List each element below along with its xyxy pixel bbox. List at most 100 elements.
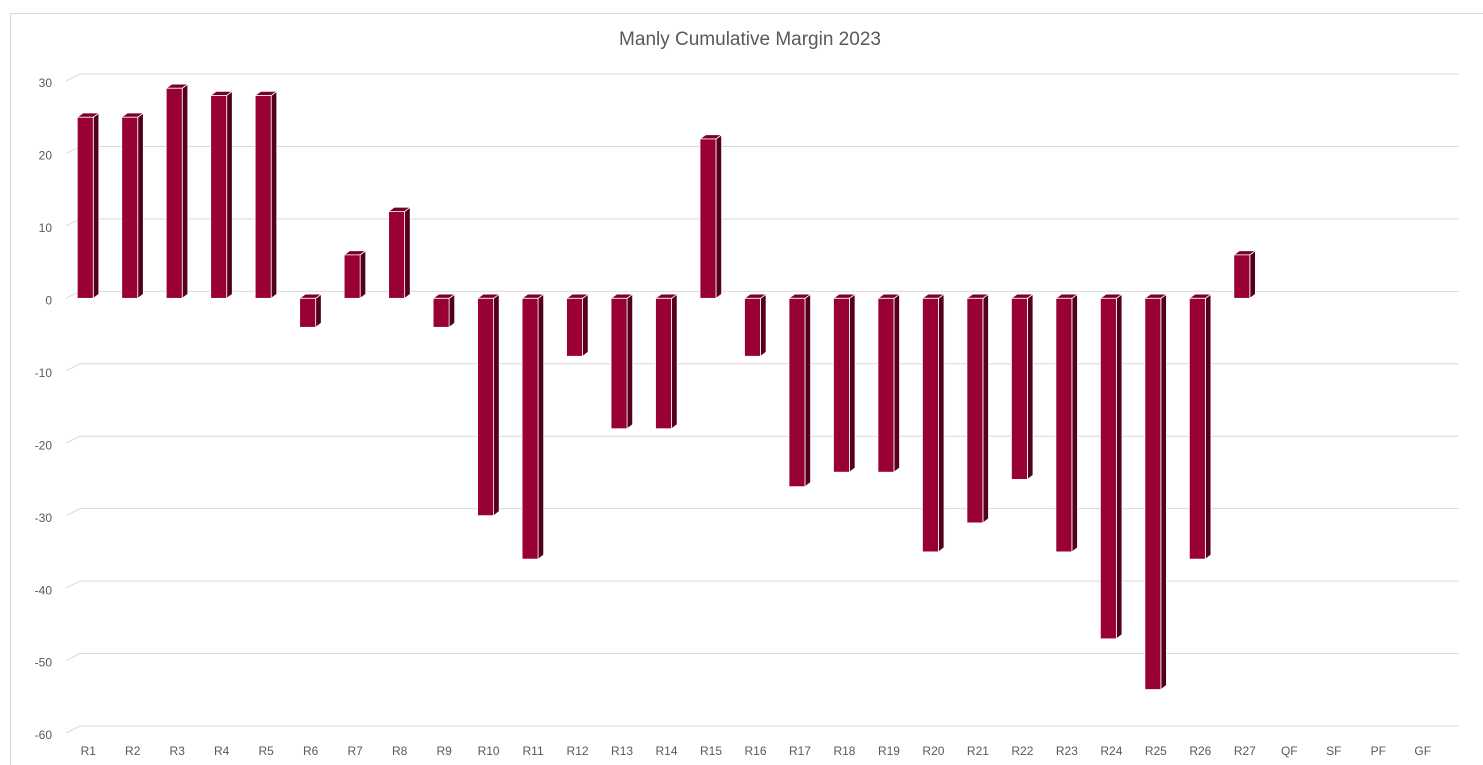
bar-front (299, 297, 317, 328)
grid-line (65, 508, 1459, 517)
bar-side (226, 90, 233, 300)
bar (921, 293, 946, 553)
bar (1054, 293, 1079, 553)
bar-side (1071, 293, 1078, 553)
y-tick-label: 20 (39, 149, 53, 163)
bar (209, 90, 234, 300)
bar (654, 293, 679, 430)
bar (698, 133, 723, 300)
bar-side (849, 293, 856, 474)
y-tick-label: 30 (39, 76, 53, 90)
x-tick-label: GF (1414, 744, 1431, 758)
bar-front (922, 297, 939, 553)
bar-front (833, 297, 850, 473)
y-tick-label: 10 (39, 221, 53, 235)
x-tick-label: R24 (1100, 744, 1122, 758)
bar-front (477, 297, 494, 517)
x-tick-label: R1 (81, 744, 97, 758)
bar-front (76, 116, 94, 299)
bar-front (1011, 297, 1028, 480)
x-tick-label: R3 (170, 744, 186, 758)
bar-side (448, 293, 456, 329)
bar (342, 249, 367, 300)
bar-front (165, 87, 183, 299)
x-tick-label: R17 (789, 744, 811, 758)
bar-side (938, 293, 945, 553)
bar (1232, 249, 1257, 300)
x-tick-label: SF (1326, 744, 1341, 758)
bar-side (715, 133, 723, 300)
bar-front (343, 254, 361, 299)
bar-side (671, 293, 678, 430)
bar-side (760, 293, 767, 358)
y-tick-label: 0 (45, 294, 52, 308)
bar-side (804, 293, 811, 488)
y-tick-label: -60 (35, 728, 53, 742)
bar (787, 293, 812, 488)
bar-side (1204, 293, 1212, 560)
bar (120, 112, 145, 300)
bar-side (893, 293, 900, 474)
bar-front (566, 297, 583, 357)
x-tick-label: R8 (392, 744, 408, 758)
bar-side (1160, 293, 1167, 691)
bar-front (610, 297, 628, 430)
x-tick-label: R10 (478, 744, 500, 758)
bar-side (1027, 293, 1034, 481)
bar-side (270, 90, 278, 300)
bar-side (626, 293, 634, 430)
x-tick-label: R27 (1234, 744, 1256, 758)
bar (1143, 293, 1168, 691)
y-tick-label: -10 (35, 366, 53, 380)
bar-front (1144, 297, 1162, 690)
x-tick-label: R26 (1189, 744, 1211, 758)
bar (298, 293, 323, 329)
bar (387, 206, 412, 300)
bar-front (521, 297, 539, 560)
chart-title: Manly Cumulative Margin 2023 (619, 29, 881, 50)
x-tick-label: R25 (1145, 744, 1167, 758)
x-tick-label: R19 (878, 744, 900, 758)
x-tick-label: R2 (125, 744, 141, 758)
x-tick-label: QF (1281, 744, 1298, 758)
bar-front (388, 210, 406, 299)
bar (1099, 293, 1124, 640)
bar-front (788, 297, 806, 488)
bar-front (1099, 297, 1117, 640)
x-tick-label: R13 (611, 744, 633, 758)
y-tick-label: -40 (35, 583, 53, 597)
x-tick-label: R18 (833, 744, 855, 758)
bar-side (537, 293, 545, 560)
bar (565, 293, 590, 358)
bar-side (1115, 293, 1123, 640)
bar-side (582, 293, 589, 358)
bar-side (181, 83, 189, 300)
bar (965, 293, 990, 524)
bar-front (655, 297, 672, 430)
bar-side (137, 112, 144, 300)
bar (253, 90, 278, 300)
bar-front (1233, 254, 1251, 299)
bar-front (121, 116, 139, 299)
bar (1010, 293, 1035, 481)
bar-side (315, 293, 322, 329)
x-tick-label: R5 (259, 744, 275, 758)
grid-line (65, 580, 1459, 589)
x-tick-label: PF (1371, 744, 1386, 758)
bar-front (699, 138, 717, 299)
bar (832, 293, 857, 474)
grid-line (65, 363, 1459, 372)
x-tick-label: R21 (967, 744, 989, 758)
bar-side (404, 206, 411, 300)
x-tick-label: R4 (214, 744, 230, 758)
bar-front (210, 95, 228, 299)
bar-front (1055, 297, 1073, 553)
bar-front (432, 297, 450, 328)
x-tick-label: R12 (567, 744, 589, 758)
bar-side (92, 112, 100, 300)
bar-side (982, 293, 989, 524)
bar (520, 293, 545, 560)
bar (1188, 293, 1213, 560)
bar-side (1249, 249, 1256, 300)
